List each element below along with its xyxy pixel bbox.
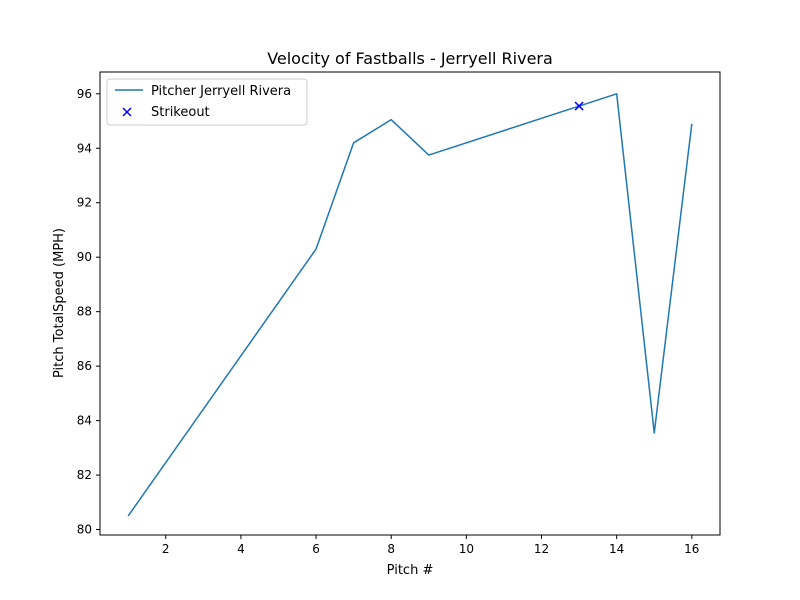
chart-title: Velocity of Fastballs - Jerryell Rivera [267,49,553,68]
legend: Pitcher Jerryell Rivera Strikeout [106,78,308,126]
legend-marker-swatch [122,107,132,117]
y-tick-label: 82 [77,468,92,482]
legend-label-marker: Strikeout [151,105,210,120]
y-tick-label: 92 [77,196,92,210]
y-tick-label: 94 [77,141,92,155]
x-tick-label: 12 [534,542,549,556]
legend-marker-stroke-b [122,107,132,117]
plot-area: 2 4 6 8 10 12 14 16 80 82 84 86 88 90 92 94 96 [77,71,721,556]
marker-stroke-b [574,101,584,111]
y-tick-label: 86 [77,359,92,373]
x-tick-label: 6 [312,542,320,556]
x-tick-label: 14 [609,542,624,556]
x-tick-label: 16 [684,542,699,556]
y-axis-ticks: 80 82 84 86 88 90 92 94 96 [77,87,100,537]
x-tick-label: 8 [387,542,395,556]
strikeout-marker [574,101,584,111]
y-tick-label: 88 [77,305,92,319]
y-tick-label: 84 [77,414,92,428]
plot-frame [99,71,721,536]
y-tick-label: 90 [77,250,92,264]
x-tick-label: 4 [237,542,245,556]
x-axis-label: Pitch # [387,563,434,578]
x-tick-label: 10 [459,542,474,556]
y-tick-label: 96 [77,87,92,101]
series-line-pitcher [127,93,693,517]
y-tick-label: 80 [77,523,92,537]
y-axis-label: Pitch TotalSpeed (MPH) [52,228,67,378]
legend-label-line: Pitcher Jerryell Rivera [151,84,291,99]
x-axis-ticks: 2 4 6 8 10 12 14 16 [162,535,699,556]
legend-box [106,78,308,126]
series-layer [127,93,693,517]
x-tick-label: 2 [162,542,170,556]
